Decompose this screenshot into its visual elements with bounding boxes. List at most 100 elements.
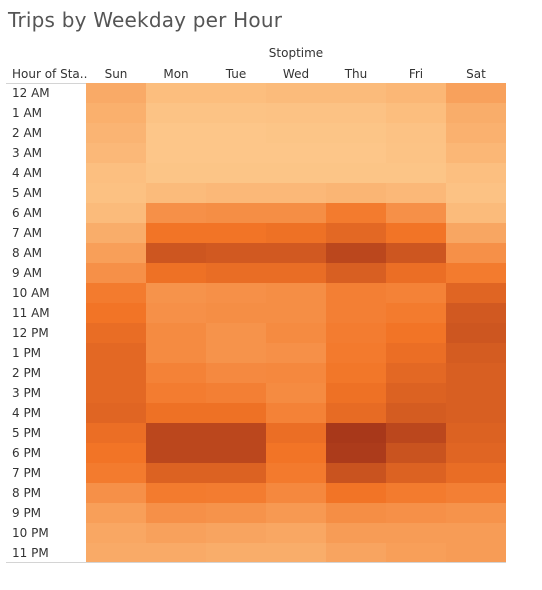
heatmap-cell	[446, 443, 506, 463]
heatmap-cell	[146, 483, 206, 503]
row-label: 1 PM	[12, 346, 42, 360]
heatmap-cell	[86, 343, 146, 363]
heatmap-cell	[146, 83, 206, 103]
heatmap-cell	[146, 283, 206, 303]
heatmap-cell	[386, 203, 446, 223]
row-label: 9 PM	[12, 506, 42, 520]
heatmap-cell	[446, 463, 506, 483]
heatmap-cell	[386, 103, 446, 123]
row-label: 6 AM	[12, 206, 43, 220]
heatmap-cell	[266, 483, 326, 503]
heatmap-cell	[146, 143, 206, 163]
heatmap-cell	[446, 143, 506, 163]
heatmap-cell	[326, 263, 386, 283]
heatmap-cell	[326, 303, 386, 323]
heatmap-cell	[206, 323, 266, 343]
heatmap-cell	[446, 503, 506, 523]
heatmap-cell	[266, 323, 326, 343]
row-header-title: Hour of Sta..	[12, 67, 88, 81]
heatmap-cell	[266, 143, 326, 163]
heatmap-cell	[146, 443, 206, 463]
heatmap-cell	[86, 363, 146, 383]
heatmap-cell	[206, 243, 266, 263]
row-label: 7 AM	[12, 226, 43, 240]
column-group-title: Stoptime	[268, 46, 324, 60]
column-label: Wed	[282, 67, 310, 81]
heatmap-cell	[386, 123, 446, 143]
heatmap-cell	[326, 403, 386, 423]
heatmap-cell	[206, 343, 266, 363]
heatmap-cell	[86, 103, 146, 123]
heatmap-cell	[86, 283, 146, 303]
heatmap-cell	[326, 343, 386, 363]
heatmap-cell	[206, 523, 266, 543]
heatmap-cell	[86, 223, 146, 243]
heatmap-cell	[386, 523, 446, 543]
footer-divider	[6, 562, 506, 563]
heatmap-cell	[266, 163, 326, 183]
heatmap-cell	[86, 443, 146, 463]
heatmap-cell	[206, 263, 266, 283]
heatmap-cell	[446, 403, 506, 423]
heatmap-cell	[146, 223, 206, 243]
heatmap-cell	[206, 183, 266, 203]
heatmap-cell	[86, 163, 146, 183]
heatmap-cell	[86, 383, 146, 403]
heatmap-cell	[206, 143, 266, 163]
heatmap-cell	[86, 423, 146, 443]
row-label: 8 PM	[12, 486, 42, 500]
heatmap-cell	[386, 403, 446, 423]
heatmap-cell	[386, 363, 446, 383]
heatmap-cell	[326, 183, 386, 203]
heatmap-cell	[386, 503, 446, 523]
heatmap-cell	[446, 303, 506, 323]
heatmap-cell	[386, 463, 446, 483]
heatmap-cell	[326, 383, 386, 403]
heatmap-cell	[146, 503, 206, 523]
heatmap-cell	[326, 163, 386, 183]
heatmap-cell	[386, 423, 446, 443]
heatmap-cell	[266, 403, 326, 423]
heatmap-cell	[326, 103, 386, 123]
heatmap-cell	[146, 543, 206, 563]
heatmap-cell	[326, 283, 386, 303]
heatmap-cell	[146, 263, 206, 283]
row-label: 2 AM	[12, 126, 43, 140]
column-label: Mon	[163, 67, 189, 81]
heatmap-cell	[146, 523, 206, 543]
heatmap-cell	[206, 123, 266, 143]
heatmap-cell	[86, 203, 146, 223]
heatmap-cell	[206, 503, 266, 523]
row-label: 4 AM	[12, 166, 43, 180]
heatmap-cell	[266, 263, 326, 283]
row-label: 9 AM	[12, 266, 43, 280]
row-label: 11 PM	[12, 546, 49, 560]
heatmap-cell	[146, 243, 206, 263]
heatmap-cell	[86, 323, 146, 343]
row-label: 12 AM	[12, 86, 50, 100]
heatmap-cell	[326, 483, 386, 503]
row-label: 10 AM	[12, 286, 50, 300]
heatmap-cell	[446, 223, 506, 243]
row-label: 5 AM	[12, 186, 43, 200]
heatmap-cell	[86, 303, 146, 323]
heatmap-cell	[446, 383, 506, 403]
heatmap-cell	[446, 543, 506, 563]
heatmap-cell	[266, 523, 326, 543]
heatmap-cell	[146, 363, 206, 383]
heatmap-grid	[86, 83, 506, 563]
heatmap-cell	[146, 403, 206, 423]
heatmap-cell	[266, 463, 326, 483]
column-label: Fri	[408, 67, 424, 81]
heatmap-cell	[386, 183, 446, 203]
heatmap-cell	[326, 463, 386, 483]
heatmap-cell	[446, 83, 506, 103]
heatmap-cell	[206, 283, 266, 303]
heatmap-cell	[326, 223, 386, 243]
heatmap-cell	[326, 123, 386, 143]
heatmap-cell	[206, 163, 266, 183]
heatmap-cell	[206, 483, 266, 503]
row-label: 12 PM	[12, 326, 49, 340]
heatmap-cell	[86, 503, 146, 523]
heatmap-cell	[206, 303, 266, 323]
